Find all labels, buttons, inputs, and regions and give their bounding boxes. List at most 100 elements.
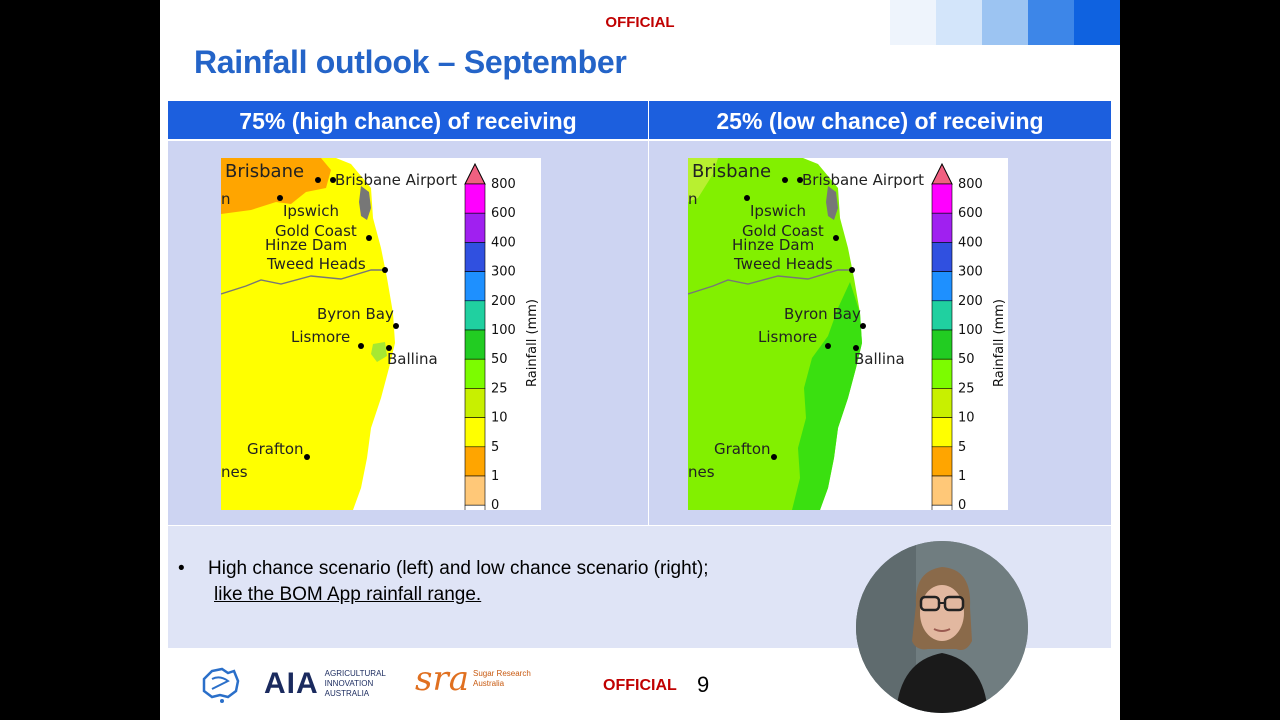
legend-swatch <box>932 213 952 242</box>
left-panel: 75% (high chance) of receiving <box>168 101 648 525</box>
legend-tick-label: 800 <box>491 177 516 192</box>
sra-logo: sra Sugar Research Australia <box>415 659 531 699</box>
legend-swatch <box>932 272 952 301</box>
right-panel: 25% (low chance) of receiving Brisbane B… <box>649 101 1111 525</box>
legend-tick-label: 25 <box>958 381 975 396</box>
label-ballina: Ballina <box>387 350 438 368</box>
legend-tick-label: 100 <box>491 323 516 338</box>
label-partial-n: n <box>688 190 698 208</box>
lismore-dot <box>825 343 831 349</box>
legend-swatch <box>932 388 952 417</box>
legend-cap <box>932 164 952 184</box>
legend-swatch <box>465 184 485 213</box>
ipswich-dot <box>744 195 750 201</box>
legend-tick-label: 50 <box>491 352 508 367</box>
legend-swatch <box>465 388 485 417</box>
legend-swatch <box>465 505 485 510</box>
legend-swatch <box>932 330 952 359</box>
bom-app-link[interactable]: like the BOM App rainfall range. <box>214 584 481 605</box>
legend-tick-label: 10 <box>491 411 508 426</box>
legend-tick-label: 200 <box>491 294 516 309</box>
left-panel-heading: 75% (high chance) of receiving <box>168 101 648 141</box>
legend-tick-label: 600 <box>958 206 983 221</box>
label-ballina: Ballina <box>854 350 905 368</box>
label-lismore: Lismore <box>758 328 817 346</box>
label-brisbane: Brisbane <box>692 161 771 182</box>
footer-classification: OFFICIAL <box>603 677 677 695</box>
slide-title: Rainfall outlook – September <box>194 44 627 81</box>
label-hinze-dam: Hinze Dam <box>265 236 347 254</box>
tweed-dot <box>849 267 855 273</box>
legend-swatch <box>932 505 952 510</box>
legend-tick-label: 1 <box>491 469 499 484</box>
legend-tick-label: 5 <box>491 440 499 455</box>
label-grafton: Grafton <box>714 440 771 458</box>
label-byron-bay: Byron Bay <box>784 305 861 323</box>
goldcoast-dot <box>366 235 372 241</box>
right-panel-heading: 25% (low chance) of receiving <box>649 101 1111 141</box>
bullet-marker: • <box>178 558 208 606</box>
tweed-dot <box>382 267 388 273</box>
legend-swatch <box>465 476 485 505</box>
legend-swatch <box>465 213 485 242</box>
legend-tick-label: 800 <box>958 177 983 192</box>
label-byron-bay: Byron Bay <box>317 305 394 323</box>
note-line-1: High chance scenario (left) and low chan… <box>208 558 709 580</box>
aia-name-line: AGRICULTURAL <box>325 669 386 679</box>
label-partial-nes: nes <box>688 463 715 481</box>
brisbane-dot <box>782 177 788 183</box>
byron-dot <box>393 323 399 329</box>
label-brisbane-airport: Brisbane Airport <box>802 171 924 189</box>
legend-tick-label: 600 <box>491 206 516 221</box>
grafton-dot <box>771 454 777 460</box>
sra-name-line: Sugar Research <box>473 669 531 679</box>
label-ipswich: Ipswich <box>750 202 806 220</box>
sra-name-line: Australia <box>473 679 531 689</box>
legend-tick-label: 100 <box>958 323 983 338</box>
legend-tick-label: 200 <box>958 294 983 309</box>
legend-swatch <box>932 359 952 388</box>
byron-dot <box>860 323 866 329</box>
legend-tick-label: 400 <box>958 235 983 250</box>
legend-axis-label: Rainfall (mm) <box>992 299 1007 387</box>
legend-tick-label: 50 <box>958 352 975 367</box>
label-ipswich: Ipswich <box>283 202 339 220</box>
decorative-color-bars <box>890 0 1120 45</box>
legend-swatch <box>932 184 952 213</box>
label-hinze-dam: Hinze Dam <box>732 236 814 254</box>
aia-name-line: INNOVATION <box>325 679 386 689</box>
label-grafton: Grafton <box>247 440 304 458</box>
legend-tick-label: 0 <box>958 498 966 510</box>
legend-swatch <box>932 476 952 505</box>
legend-tick-label: 1 <box>958 469 966 484</box>
grafton-dot <box>304 454 310 460</box>
label-partial-n: n <box>221 190 231 208</box>
label-tweed-heads: Tweed Heads <box>266 255 366 273</box>
bullet-item: • High chance scenario (left) and low ch… <box>178 558 709 606</box>
label-lismore: Lismore <box>291 328 350 346</box>
sra-mark: sra <box>415 659 469 699</box>
page-number: 9 <box>697 672 709 698</box>
legend-swatch <box>465 359 485 388</box>
legend-tick-label: 300 <box>958 265 983 280</box>
legend-swatch <box>465 272 485 301</box>
label-brisbane-airport: Brisbane Airport <box>335 171 457 189</box>
legend-axis-label: Rainfall (mm) <box>525 299 540 387</box>
legend-tick-label: 300 <box>491 265 516 280</box>
legend-swatch <box>932 242 952 271</box>
label-partial-nes: nes <box>221 463 248 481</box>
goldcoast-dot <box>833 235 839 241</box>
legend-swatch <box>465 301 485 330</box>
label-brisbane: Brisbane <box>225 161 304 182</box>
aia-name-line: AUSTRALIA <box>325 689 386 699</box>
legend-swatch <box>932 447 952 476</box>
legend-swatch <box>465 242 485 271</box>
presenter-webcam <box>856 541 1028 713</box>
presenter-face <box>920 585 964 641</box>
legend-swatch <box>465 418 485 447</box>
label-tweed-heads: Tweed Heads <box>733 255 833 273</box>
legend-swatch <box>465 330 485 359</box>
aia-logo: AIA AGRICULTURAL INNOVATION AUSTRALIA <box>264 667 386 701</box>
legend-swatch <box>932 301 952 330</box>
